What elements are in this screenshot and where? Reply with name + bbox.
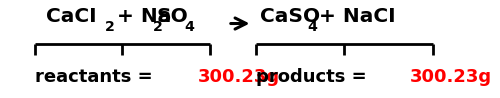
Text: SO: SO — [156, 7, 188, 26]
Text: reactants =: reactants = — [34, 68, 158, 86]
Text: 2: 2 — [154, 20, 163, 34]
Text: CaCI: CaCI — [46, 7, 96, 26]
Text: 4: 4 — [308, 20, 318, 34]
Text: CaSO: CaSO — [260, 7, 320, 26]
Text: 300.23g: 300.23g — [410, 68, 492, 86]
Text: + NaCI: + NaCI — [312, 7, 396, 26]
Text: 2: 2 — [105, 20, 115, 34]
Text: + Na: + Na — [110, 7, 171, 26]
Text: products =: products = — [256, 68, 372, 86]
Text: 300.23g: 300.23g — [198, 68, 280, 86]
Text: 4: 4 — [184, 20, 194, 34]
